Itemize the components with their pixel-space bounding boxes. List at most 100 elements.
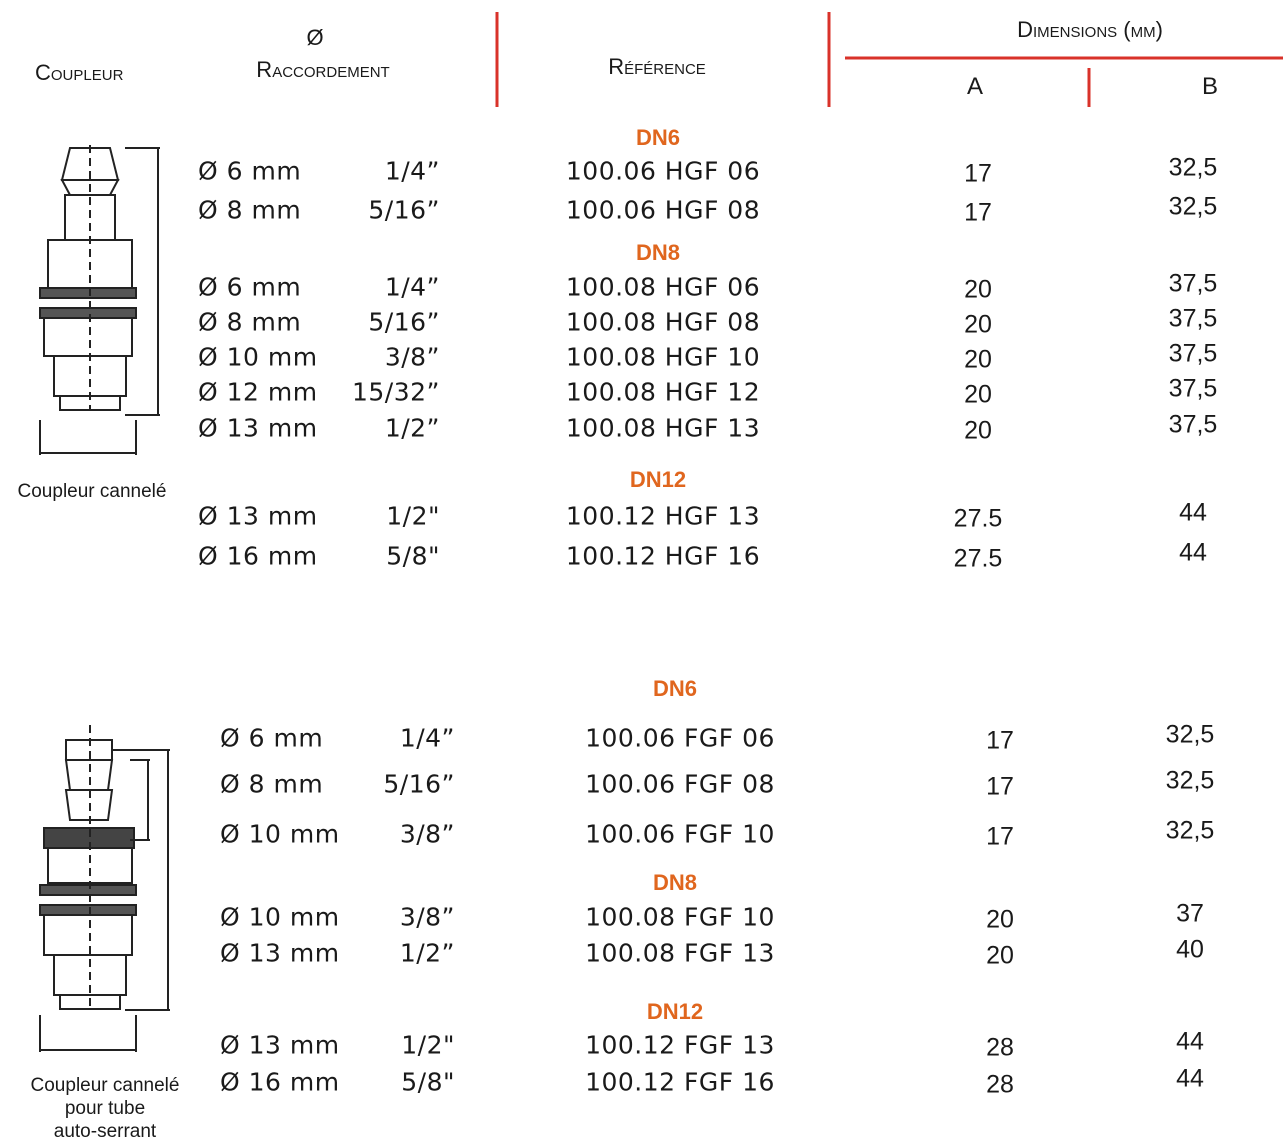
reference: 100.06 FGF 08	[585, 769, 775, 799]
dimension-a: 17	[964, 159, 992, 188]
dimension-b: 32,5	[1168, 192, 1218, 221]
diameter-inch: 5/16”	[368, 195, 440, 225]
group-label: DN8	[652, 870, 698, 895]
header-diameter: Ø	[306, 25, 324, 50]
diameter-mm: Ø 10 mm	[198, 342, 318, 372]
caption-line: Coupleur cannelé	[17, 481, 167, 502]
diameter-mm: Ø 13 mm	[198, 501, 318, 531]
diameter-inch: 1/2"	[386, 501, 440, 531]
group-label: DN8	[635, 240, 681, 265]
diameter-inch: 1/4”	[399, 723, 455, 753]
diameter-mm: Ø 6 mm	[198, 156, 302, 186]
diameter-mm: Ø 13 mm	[220, 1030, 340, 1060]
reference: 100.06 FGF 10	[585, 819, 775, 849]
reference: 100.08 HGF 10	[565, 342, 761, 372]
diameter-mm: Ø 16 mm	[198, 541, 318, 571]
reference: 100.08 HGF 08	[565, 307, 761, 337]
dimension-b: 32,5	[1165, 766, 1215, 795]
header-reference: Référence	[608, 54, 706, 79]
group-label: DN12	[646, 999, 704, 1024]
dimension-b: 37,5	[1168, 374, 1218, 403]
diameter-mm: Ø 6 mm	[220, 723, 324, 753]
diameter-mm: Ø 10 mm	[220, 819, 340, 849]
diameter-inch: 5/16”	[383, 769, 455, 799]
dimension-b: 44	[1179, 538, 1207, 567]
dimension-a: 20	[964, 310, 992, 339]
dimension-a: 28	[986, 1033, 1014, 1062]
dimension-b: 37,5	[1168, 269, 1218, 298]
dimension-b: 37,5	[1168, 410, 1218, 439]
dimension-a: 20	[964, 380, 992, 409]
dimension-b: 32,5	[1165, 720, 1215, 749]
coupler-drawing-1	[39, 145, 160, 455]
reference: 100.12 FGF 13	[585, 1030, 775, 1060]
header-b: B	[1201, 73, 1219, 100]
diameter-inch: 3/8”	[399, 902, 455, 932]
dimension-b: 37	[1176, 899, 1204, 928]
header-dimensions: Dimensions (mm)	[1017, 17, 1163, 42]
diameter-inch: 5/16”	[368, 307, 440, 337]
caption-line: Coupleur cannelé	[30, 1075, 180, 1096]
reference: 100.08 HGF 12	[565, 377, 761, 407]
dimension-b: 37,5	[1168, 339, 1218, 368]
group-label: DN12	[629, 467, 687, 492]
dimension-b: 37,5	[1168, 304, 1218, 333]
dimension-a: 20	[964, 275, 992, 304]
diameter-inch: 15/32”	[352, 377, 440, 407]
dimension-a: 20	[964, 345, 992, 374]
reference: 100.12 FGF 16	[585, 1067, 775, 1097]
dimension-b: 44	[1176, 1027, 1204, 1056]
diameter-inch: 5/8"	[386, 541, 440, 571]
dimension-a: 17	[964, 198, 992, 227]
diameter-inch: 1/2”	[384, 413, 440, 443]
header-rules	[495, 12, 1283, 107]
reference: 100.08 FGF 13	[585, 938, 775, 968]
diameter-inch: 3/8”	[384, 342, 440, 372]
dimension-b: 32,5	[1165, 816, 1215, 845]
diameter-mm: Ø 8 mm	[198, 195, 302, 225]
diameter-mm: Ø 8 mm	[220, 769, 324, 799]
reference: 100.12 HGF 16	[565, 541, 761, 571]
reference: 100.06 HGF 06	[565, 156, 761, 186]
diameter-mm: Ø 12 mm	[198, 377, 318, 407]
dimension-b: 44	[1176, 1064, 1204, 1093]
diameter-inch: 3/8”	[399, 819, 455, 849]
diameter-mm: Ø 13 mm	[198, 413, 318, 443]
coupler-drawing-2	[39, 725, 170, 1052]
caption-line: auto-serrant	[53, 1121, 157, 1142]
dimension-a: 17	[986, 822, 1014, 851]
diameter-inch: 5/8"	[401, 1067, 455, 1097]
dimension-a: 20	[964, 416, 992, 445]
dimension-a: 17	[986, 772, 1014, 801]
reference: 100.08 FGF 10	[585, 902, 775, 932]
dimension-a: 20	[986, 905, 1014, 934]
header-a: A	[966, 73, 984, 100]
diameter-mm: Ø 16 mm	[220, 1067, 340, 1097]
diameter-inch: 1/2"	[401, 1030, 455, 1060]
group-label: DN6	[652, 676, 698, 701]
reference: 100.06 FGF 06	[585, 723, 775, 753]
dimension-b: 44	[1179, 498, 1207, 527]
reference: 100.08 HGF 13	[565, 413, 761, 443]
diameter-mm: Ø 8 mm	[198, 307, 302, 337]
caption-line: pour tube	[64, 1098, 146, 1119]
reference: 100.12 HGF 13	[565, 501, 761, 531]
dimension-a: 20	[986, 941, 1014, 970]
group-label: DN6	[635, 125, 681, 150]
diameter-mm: Ø 6 mm	[198, 272, 302, 302]
diameter-inch: 1/2”	[399, 938, 455, 968]
dimension-a: 27.5	[953, 544, 1003, 573]
diameter-inch: 1/4”	[384, 156, 440, 186]
diameter-inch: 1/4”	[384, 272, 440, 302]
diameter-mm: Ø 10 mm	[220, 902, 340, 932]
dimension-a: 17	[986, 726, 1014, 755]
diameter-mm: Ø 13 mm	[220, 938, 340, 968]
dimension-a: 28	[986, 1070, 1014, 1099]
header-connection: Raccordement	[256, 57, 390, 82]
dimension-a: 27.5	[953, 504, 1003, 533]
header-coupler: Coupleur	[35, 60, 124, 85]
reference: 100.06 HGF 08	[565, 195, 761, 225]
dimension-b: 32,5	[1168, 153, 1218, 182]
